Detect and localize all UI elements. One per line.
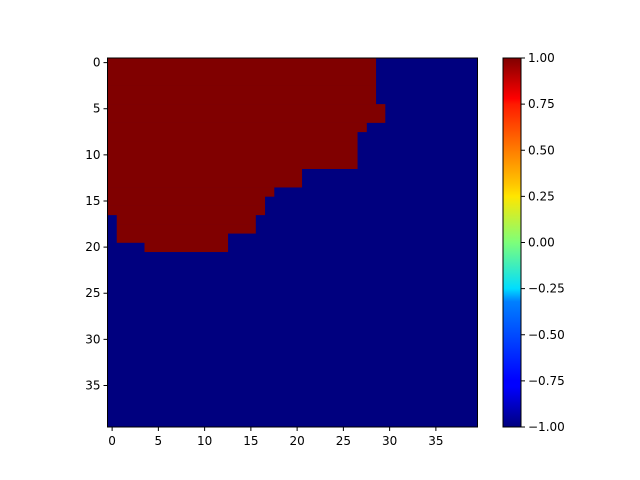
heatmap-row-0 [107,58,377,68]
heatmap-row-4 [107,94,377,105]
colorbar-tick-label: 0.25 [528,189,555,203]
colorbar-tick-label: 0.00 [528,236,555,250]
heatmap-row-2 [107,76,377,86]
heatmap-row-5 [107,104,386,114]
heatmap-row-17 [116,214,256,225]
y-tick-label: 35 [85,378,100,392]
heatmap-row-15 [107,196,266,206]
x-axis: 0 5 10 15 20 25 30 35 [108,427,444,448]
colorbar [502,57,522,428]
colorbar-tick-label: 0.50 [528,143,555,157]
y-tick-label: 25 [85,286,100,300]
y-tick-label: 20 [85,240,100,254]
y-tick-label: 5 [93,102,101,116]
heatmap-row-9 [107,141,358,151]
plot-frame [107,57,478,428]
heatmap-row-10 [107,150,358,160]
x-tick-label: 10 [197,434,212,448]
x-tick-label: 20 [289,434,304,448]
heatmap-row-3 [107,85,377,96]
colorbar-tick-label: −0.75 [528,374,565,388]
y-tick-label: 10 [85,148,100,162]
x-tick-label: 30 [382,434,397,448]
colorbar-tick-label: 0.75 [528,97,555,111]
heatmap-row-8 [107,131,358,142]
heatmap-row-6 [107,113,386,123]
x-tick-label: 0 [108,434,116,448]
colorbar-tick-label: −0.25 [528,282,565,296]
heatmap-cells [107,58,478,427]
heatmap-row-7 [107,122,367,133]
colorbar-tick-label: 1.00 [528,51,555,65]
x-tick-label: 15 [243,434,258,448]
colorbar-tick-label: −1.00 [528,420,565,434]
heatmap-row-18 [116,224,256,234]
heatmap-row-20 [144,242,229,253]
x-tick-label: 35 [428,434,443,448]
heatmap-row-14 [107,187,275,197]
y-tick-label: 30 [85,332,100,346]
colorbar-tick-label: −0.50 [528,328,565,342]
heatmap-row-13 [107,177,303,188]
x-tick-label: 5 [155,434,163,448]
y-tick-label: 0 [93,56,101,70]
x-tick-label: 25 [336,434,351,448]
heatmap-row-16 [107,205,266,216]
heatmap-row-19 [116,233,229,243]
heatmap-row-12 [107,168,303,179]
y-tick-label: 15 [85,194,100,208]
colorbar-axis: 1.00 0.75 0.50 0.25 0.00 −0.25 −0.50 −0.75 −1.00 [521,51,565,434]
heatmap-row-11 [107,159,358,169]
y-axis: 0 5 10 15 20 25 30 35 [85,56,108,392]
heatmap-row-1 [107,67,377,77]
